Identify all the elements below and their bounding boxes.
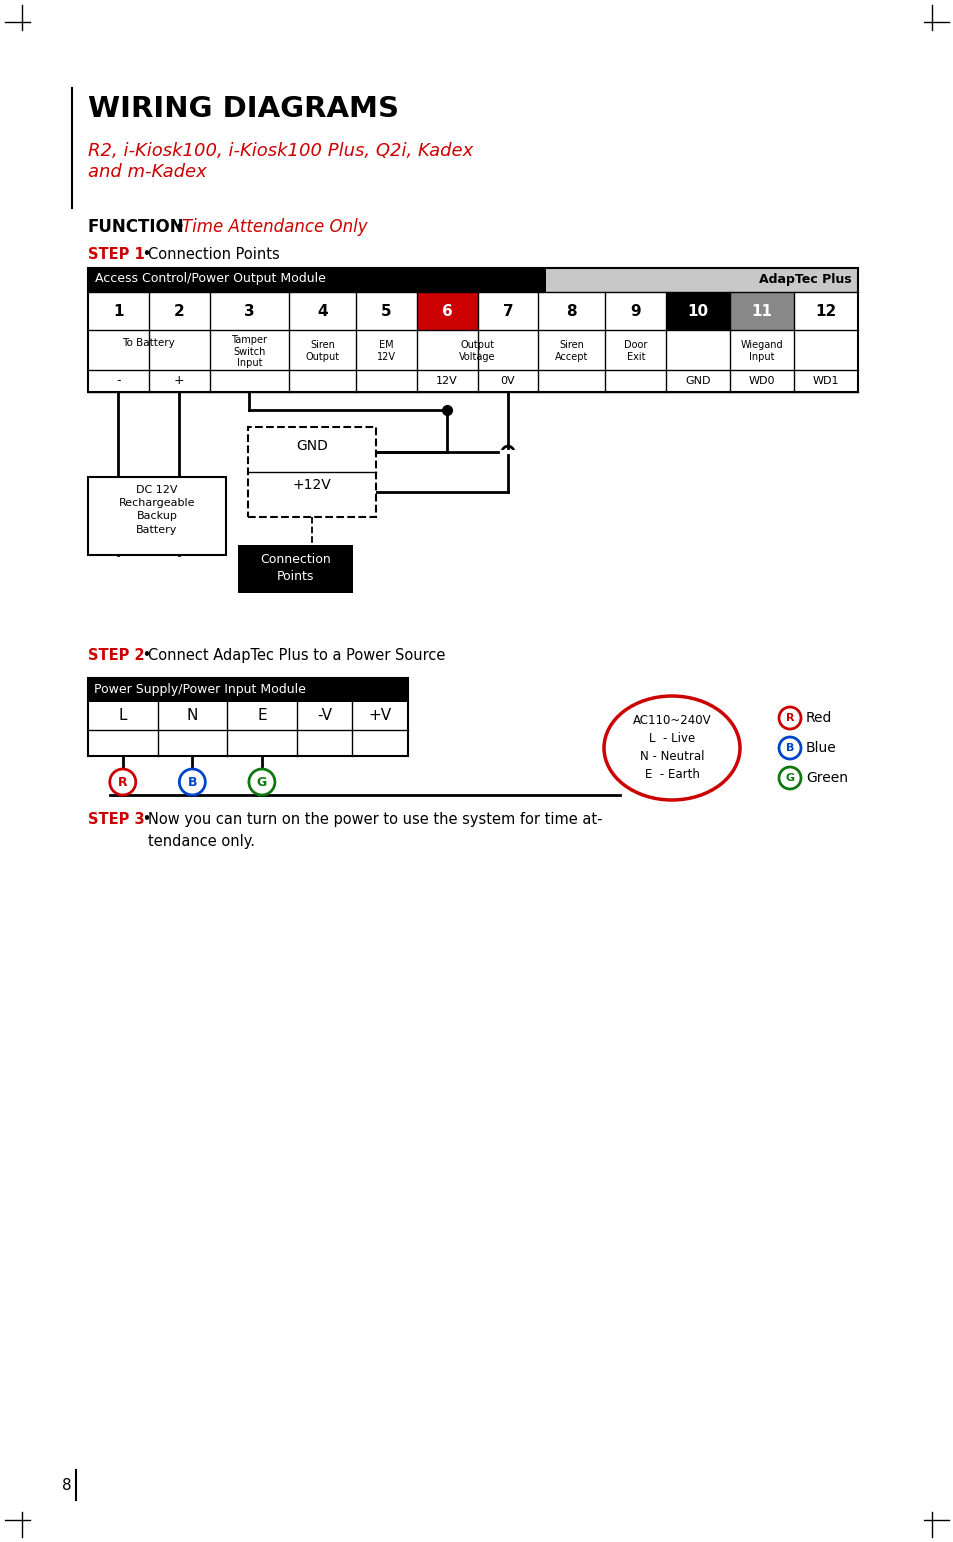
- Text: R: R: [118, 776, 128, 788]
- Text: 11: 11: [751, 304, 772, 319]
- Text: Now you can turn on the power to use the system for time at-: Now you can turn on the power to use the…: [148, 813, 602, 827]
- Text: 7: 7: [502, 304, 513, 319]
- Bar: [665, 291, 729, 330]
- Text: Tamper
Switch
Input: Tamper Switch Input: [231, 335, 267, 369]
- Text: Green: Green: [805, 771, 847, 785]
- Text: Connect AdapTec Plus to a Power Source: Connect AdapTec Plus to a Power Source: [148, 648, 445, 663]
- Text: 5: 5: [380, 304, 391, 319]
- Text: 12: 12: [815, 304, 836, 319]
- Text: AdapTec Plus: AdapTec Plus: [759, 273, 851, 285]
- Text: •: •: [170, 217, 191, 236]
- Text: Wiegand
Input: Wiegand Input: [740, 339, 782, 362]
- Text: B: B: [785, 743, 793, 752]
- Text: AC110~240V
L  - Live
N - Neutral
E  - Earth: AC110~240V L - Live N - Neutral E - Eart…: [632, 714, 711, 782]
- Text: •: •: [138, 247, 156, 262]
- Text: STEP 1: STEP 1: [88, 247, 145, 262]
- Text: 10: 10: [687, 304, 708, 319]
- Text: +12V: +12V: [293, 478, 331, 492]
- Text: Red: Red: [805, 711, 832, 725]
- Bar: [248, 427, 375, 517]
- Text: tendance only.: tendance only.: [148, 834, 254, 850]
- Ellipse shape: [603, 695, 740, 800]
- Circle shape: [779, 737, 801, 759]
- Text: STEP 3: STEP 3: [88, 813, 145, 827]
- Bar: [729, 291, 793, 330]
- Text: Access Control/Power Output Module: Access Control/Power Output Module: [95, 271, 326, 285]
- Text: •: •: [138, 648, 156, 663]
- Circle shape: [779, 706, 801, 729]
- Text: 9: 9: [630, 304, 640, 319]
- Text: 3: 3: [244, 304, 254, 319]
- Text: +V: +V: [368, 708, 392, 723]
- Text: Door
Exit: Door Exit: [623, 339, 647, 362]
- Text: L: L: [118, 708, 127, 723]
- Text: G: G: [784, 773, 794, 783]
- Text: To Battery: To Battery: [122, 338, 175, 348]
- Text: Connection
Points: Connection Points: [260, 554, 331, 583]
- Bar: [237, 544, 353, 594]
- Bar: [88, 268, 857, 392]
- Text: B: B: [188, 776, 197, 788]
- Text: WD1: WD1: [812, 376, 839, 386]
- Text: 1: 1: [113, 304, 124, 319]
- Text: 6: 6: [441, 304, 452, 319]
- Text: -: -: [116, 375, 121, 387]
- Text: WIRING DIAGRAMS: WIRING DIAGRAMS: [88, 96, 398, 123]
- Text: Power Supply/Power Input Module: Power Supply/Power Input Module: [94, 683, 306, 695]
- Text: 2: 2: [173, 304, 185, 319]
- Bar: [88, 678, 408, 756]
- Text: R: R: [785, 712, 794, 723]
- Text: +: +: [173, 375, 185, 387]
- Text: Siren
Accept: Siren Accept: [555, 339, 588, 362]
- Text: Time Attendance Only: Time Attendance Only: [182, 217, 367, 236]
- Text: Blue: Blue: [805, 742, 836, 756]
- Circle shape: [179, 769, 205, 796]
- Bar: [88, 476, 226, 555]
- Text: -V: -V: [316, 708, 332, 723]
- Circle shape: [249, 769, 274, 796]
- Text: 8: 8: [566, 304, 577, 319]
- Text: G: G: [256, 776, 267, 788]
- Text: GND: GND: [685, 376, 710, 386]
- Text: EM
12V: EM 12V: [376, 339, 395, 362]
- Text: 8: 8: [62, 1477, 71, 1493]
- Circle shape: [779, 766, 801, 790]
- Text: 12V: 12V: [436, 376, 457, 386]
- Bar: [88, 268, 545, 291]
- Text: 0V: 0V: [500, 376, 515, 386]
- Bar: [545, 268, 857, 291]
- Text: 4: 4: [316, 304, 327, 319]
- Text: N: N: [187, 708, 198, 723]
- Text: Connection Points: Connection Points: [148, 247, 279, 262]
- Bar: [416, 291, 477, 330]
- Text: DC 12V
Rechargeable
Backup
Battery: DC 12V Rechargeable Backup Battery: [118, 486, 195, 535]
- Text: E: E: [256, 708, 267, 723]
- Text: •: •: [138, 813, 156, 827]
- Text: WD0: WD0: [748, 376, 775, 386]
- Text: STEP 2: STEP 2: [88, 648, 145, 663]
- Text: Siren
Output: Siren Output: [305, 339, 339, 362]
- Text: R2, i-Kiosk100, i-Kiosk100 Plus, Q2i, Kadex
and m-Kadex: R2, i-Kiosk100, i-Kiosk100 Plus, Q2i, Ka…: [88, 142, 473, 180]
- Circle shape: [110, 769, 135, 796]
- Text: GND: GND: [295, 439, 328, 453]
- Bar: [88, 678, 408, 702]
- Text: Output
Voltage: Output Voltage: [458, 339, 496, 362]
- Text: FUNCTION: FUNCTION: [88, 217, 185, 236]
